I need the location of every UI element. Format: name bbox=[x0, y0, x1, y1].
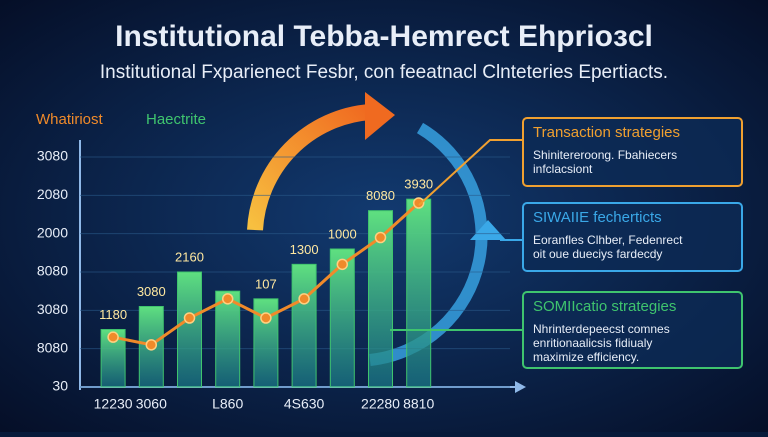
chart-title: Institutional Tebba-Hemrect Ehprioзcl bbox=[115, 20, 653, 53]
x-tick-label: 22280 bbox=[361, 396, 400, 412]
panel-text: Eoranfles Clhber, Fedenrect bbox=[533, 233, 683, 247]
annotation: 3930 bbox=[404, 177, 433, 192]
annotation: 1300 bbox=[290, 242, 319, 257]
y-tick-label: 2080 bbox=[37, 186, 68, 202]
bar bbox=[406, 198, 432, 388]
y-tick-label: 2000 bbox=[37, 224, 68, 240]
panel-text: infclacsiont bbox=[533, 162, 593, 176]
panel-text: oit oue dueciys fardecdy bbox=[533, 247, 662, 261]
y-tick-label: 30 bbox=[52, 378, 68, 394]
annotation: 8080 bbox=[366, 188, 395, 203]
y-tick-label: 3080 bbox=[37, 301, 68, 317]
line-point bbox=[183, 312, 196, 324]
annotation: 107 bbox=[255, 276, 277, 291]
bar bbox=[215, 290, 241, 388]
annotation: 1000 bbox=[328, 226, 357, 241]
bar bbox=[177, 271, 202, 388]
axis-arrow bbox=[515, 381, 526, 393]
x-tick-label: 4S630 bbox=[284, 396, 325, 412]
x-tick-label: L860 bbox=[212, 396, 243, 412]
bar bbox=[291, 263, 317, 388]
line-point bbox=[260, 312, 272, 324]
line-point bbox=[412, 197, 425, 209]
panel bbox=[522, 117, 743, 187]
annotation: 1180 bbox=[99, 307, 127, 322]
arrow-head bbox=[470, 220, 506, 240]
annotation: 2160 bbox=[175, 249, 204, 264]
legend-entry: Haectrite bbox=[146, 111, 206, 128]
y-tick-label: 8080 bbox=[37, 339, 68, 355]
arrow-head bbox=[365, 92, 395, 140]
line-point bbox=[107, 331, 119, 343]
connector bbox=[418, 139, 523, 206]
arc-arrow bbox=[247, 104, 371, 231]
panel-title: Transaction strategies bbox=[533, 124, 680, 141]
line-point bbox=[221, 293, 234, 305]
panel-text: Shinitereroong. Fbahiecers bbox=[533, 148, 677, 162]
panel-text: Nhrinterdepeecst comnes bbox=[533, 322, 670, 336]
panel-title: SIWAIIE fecherticts bbox=[533, 209, 662, 226]
legend-entry: Whatiriost bbox=[36, 111, 104, 128]
panel-text: enritionaalicsis fidiualy bbox=[533, 336, 652, 350]
line-point bbox=[374, 231, 387, 244]
line-point bbox=[298, 293, 310, 305]
chart-subtitle: Institutional Fxparienect Fesbr, con fee… bbox=[100, 62, 668, 83]
annotation: 3080 bbox=[137, 284, 166, 299]
y-tick-label: 3080 bbox=[37, 148, 68, 164]
x-tick-label: 12230 bbox=[94, 396, 133, 412]
y-tick-label: 8080 bbox=[37, 263, 68, 279]
panel-text: maximize efficiency. bbox=[533, 350, 639, 364]
bar bbox=[253, 298, 279, 388]
line-point bbox=[336, 258, 349, 271]
x-tick-label: 8810 bbox=[403, 396, 434, 412]
line-point bbox=[145, 339, 158, 351]
x-tick-label: 3060 bbox=[136, 396, 167, 412]
panel bbox=[522, 202, 743, 272]
panel-title: SOMIIcatio strategies bbox=[533, 298, 676, 315]
